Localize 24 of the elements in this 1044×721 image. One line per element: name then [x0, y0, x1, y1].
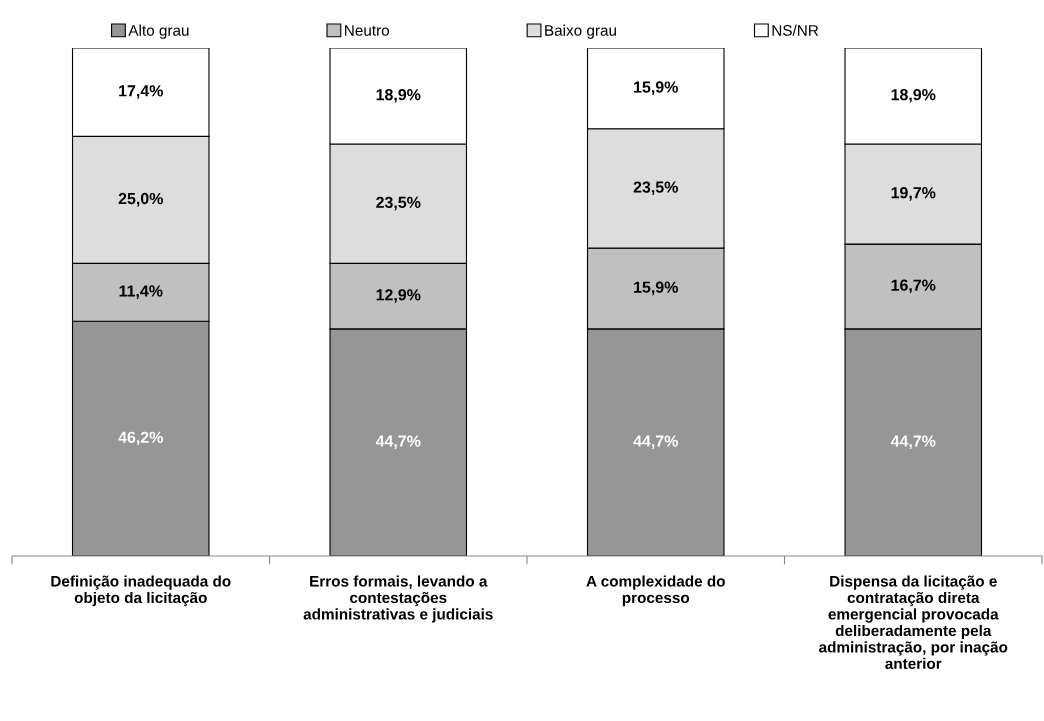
- legend-label: Baixo grau: [545, 24, 616, 39]
- data-label: 44,7%: [890, 435, 936, 450]
- data-label: 44,7%: [633, 435, 678, 450]
- x-tick-label: Dispensa da licitação e contratação direta emergencial provocada deliberadamente pela administração, por inação anterior: [819, 575, 1008, 670]
- x-tick-label: Erros formais, levando a contestações administrativas e judiciais: [303, 575, 493, 623]
- x-tick-label: Definição inadequada do objeto da licitação: [51, 575, 231, 607]
- legend-label: Neutro: [345, 25, 390, 36]
- data-label: 16,7%: [891, 279, 936, 294]
- data-label: 44,7%: [375, 435, 421, 450]
- data-label: 18,9%: [376, 88, 421, 103]
- data-label: 15,9%: [634, 81, 678, 95]
- data-label: 17,4%: [119, 85, 163, 99]
- data-label: 11,4%: [119, 285, 163, 299]
- legend-label: Alto grau: [128, 24, 189, 39]
- data-label: 19,7%: [891, 187, 936, 201]
- x-tick-label: A complexidade do processo: [586, 575, 725, 607]
- data-label: 23,5%: [633, 181, 678, 196]
- legend-label: NS/NR: [772, 24, 819, 36]
- data-label: 46,2%: [118, 431, 163, 446]
- data-label: 18,9%: [891, 88, 936, 103]
- data-label: 23,5%: [376, 196, 421, 211]
- data-label: 15,9%: [634, 281, 678, 296]
- data-label: 12,9%: [376, 289, 421, 303]
- data-label: 25,0%: [118, 192, 163, 207]
